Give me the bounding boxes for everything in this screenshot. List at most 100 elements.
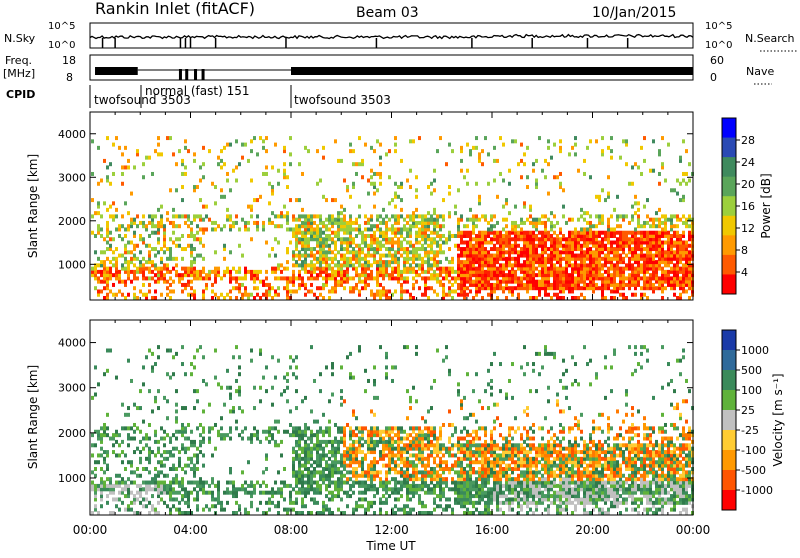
heatmap-cell bbox=[229, 481, 232, 485]
heatmap-cell bbox=[394, 241, 397, 245]
heatmap-cell bbox=[418, 477, 421, 481]
heatmap-cell bbox=[307, 511, 310, 515]
heatmap-cell bbox=[457, 283, 460, 287]
heatmap-cell bbox=[559, 227, 562, 231]
heatmap-cell bbox=[394, 289, 397, 293]
heatmap-cell bbox=[496, 296, 499, 300]
heatmap-cell bbox=[310, 430, 313, 434]
heatmap-cell bbox=[157, 152, 160, 156]
heatmap-cell bbox=[202, 175, 205, 179]
heatmap-cell bbox=[136, 267, 139, 271]
heatmap-cell bbox=[118, 234, 121, 238]
heatmap-cell bbox=[388, 494, 391, 498]
heatmap-cell bbox=[262, 481, 265, 485]
heatmap-cell bbox=[316, 149, 319, 153]
colorbar-swatch bbox=[722, 255, 736, 275]
heatmap-cell bbox=[298, 162, 301, 166]
heatmap-cell bbox=[310, 447, 313, 451]
heatmap-cell bbox=[130, 508, 133, 512]
heatmap-cell bbox=[517, 250, 520, 254]
heatmap-cell bbox=[100, 447, 103, 451]
heatmap-cell bbox=[577, 254, 580, 258]
heatmap-cell bbox=[211, 289, 214, 293]
heatmap-cell bbox=[349, 484, 352, 488]
heatmap-cell bbox=[301, 430, 304, 434]
heatmap-cell bbox=[184, 447, 187, 451]
heatmap-cell bbox=[667, 218, 670, 222]
heatmap-cell bbox=[223, 296, 226, 300]
heatmap-cell bbox=[583, 227, 586, 231]
heatmap-cell bbox=[580, 244, 583, 248]
heatmap-cell bbox=[166, 218, 169, 222]
heatmap-cell bbox=[199, 345, 202, 349]
heatmap-cell bbox=[133, 403, 136, 407]
heatmap-cell bbox=[628, 237, 631, 241]
heatmap-cell bbox=[622, 231, 625, 235]
heatmap-cell bbox=[367, 234, 370, 238]
heatmap-cell bbox=[598, 231, 601, 235]
cpid-segment-3: twofsound 3503 bbox=[294, 93, 391, 107]
heatmap-cell bbox=[286, 430, 289, 434]
heatmap-cell bbox=[139, 457, 142, 461]
heatmap-cell bbox=[622, 139, 625, 143]
heatmap-cell bbox=[250, 179, 253, 183]
heatmap-cell bbox=[493, 283, 496, 287]
heatmap-cell bbox=[97, 224, 100, 228]
heatmap-cell bbox=[235, 276, 238, 280]
heatmap-cell bbox=[292, 289, 295, 293]
heatmap-cell bbox=[385, 440, 388, 444]
heatmap-cell bbox=[202, 227, 205, 231]
heatmap-cell bbox=[109, 244, 112, 248]
heatmap-cell bbox=[154, 280, 157, 284]
heatmap-cell bbox=[517, 244, 520, 248]
heatmap-cell bbox=[361, 280, 364, 284]
heatmap-cell bbox=[229, 467, 232, 471]
heatmap-cell bbox=[226, 487, 229, 491]
heatmap-cell bbox=[145, 504, 148, 508]
heatmap-cell bbox=[220, 227, 223, 231]
heatmap-cell bbox=[355, 501, 358, 505]
heatmap-cell bbox=[109, 237, 112, 241]
heatmap-cell bbox=[121, 460, 124, 464]
heatmap-cell bbox=[346, 423, 349, 427]
heatmap-cell bbox=[295, 376, 298, 380]
heatmap-cell bbox=[226, 293, 229, 297]
heatmap-cell bbox=[406, 221, 409, 225]
heatmap-cell bbox=[379, 227, 382, 231]
heatmap-cell bbox=[394, 214, 397, 218]
heatmap-cell bbox=[379, 345, 382, 349]
heatmap-cell bbox=[550, 211, 553, 215]
heatmap-cell bbox=[478, 152, 481, 156]
heatmap-cell bbox=[427, 185, 430, 189]
heatmap-cell bbox=[265, 241, 268, 245]
heatmap-cell bbox=[685, 241, 688, 245]
heatmap-cell bbox=[637, 214, 640, 218]
heatmap-cell bbox=[256, 198, 259, 202]
heatmap-cell bbox=[223, 195, 226, 199]
heatmap-cell bbox=[316, 286, 319, 290]
heatmap-cell bbox=[121, 224, 124, 228]
heatmap-cell bbox=[103, 470, 106, 474]
heatmap-cell bbox=[583, 250, 586, 254]
heatmap-cell bbox=[142, 214, 145, 218]
heatmap-cell bbox=[166, 416, 169, 420]
heatmap-cell bbox=[127, 504, 130, 508]
heatmap-cell bbox=[436, 241, 439, 245]
heatmap-cell bbox=[400, 182, 403, 186]
heatmap-cell bbox=[91, 198, 94, 202]
heatmap-cell bbox=[412, 267, 415, 271]
heatmap-cell bbox=[448, 280, 451, 284]
heatmap-cell bbox=[523, 201, 526, 205]
heatmap-cell bbox=[97, 270, 100, 274]
heatmap-cell bbox=[394, 433, 397, 437]
heatmap-cell bbox=[295, 440, 298, 444]
heatmap-cell bbox=[349, 250, 352, 254]
heatmap-cell bbox=[109, 214, 112, 218]
heatmap-cell bbox=[178, 244, 181, 248]
heatmap-cell bbox=[334, 198, 337, 202]
heatmap-cell bbox=[331, 257, 334, 261]
heatmap-cell bbox=[577, 296, 580, 300]
heatmap-cell bbox=[415, 221, 418, 225]
heatmap-cell bbox=[520, 263, 523, 267]
heatmap-cell bbox=[328, 497, 331, 501]
